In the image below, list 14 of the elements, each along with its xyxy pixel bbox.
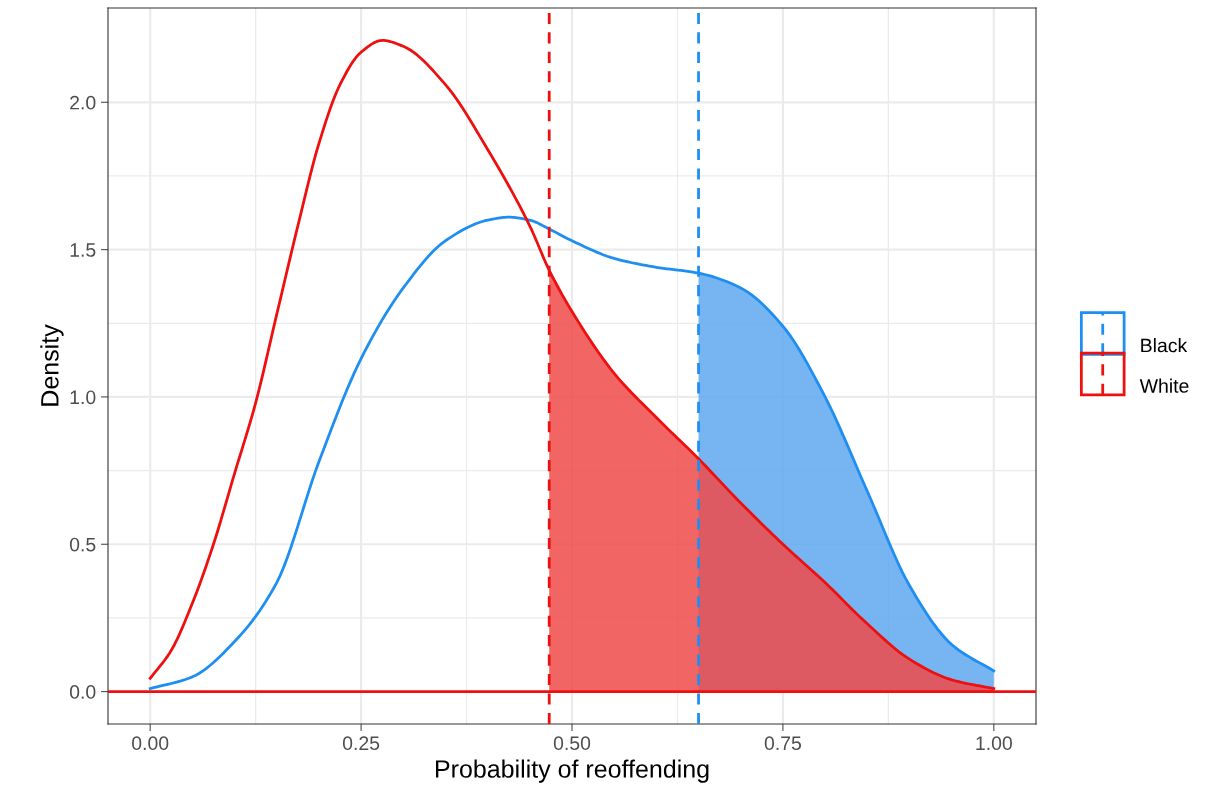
x-tick-label: 0.00 <box>132 736 169 751</box>
x-tick-label: 0.25 <box>342 736 380 751</box>
y-tick-label: 2.0 <box>70 95 96 110</box>
x-axis-title: Probability of reoffending <box>436 759 709 783</box>
x-tick-label: 1.00 <box>976 736 1012 751</box>
legend-label: Black <box>1141 338 1188 353</box>
x-tick-label: 0.75 <box>764 736 802 751</box>
x-tick-label: 0.50 <box>553 736 591 751</box>
y-tick-label: 0.0 <box>69 685 96 699</box>
legend-label: White <box>1139 378 1189 393</box>
y-tick-label: 0.5 <box>69 537 96 552</box>
y-tick-label: 1.5 <box>70 243 96 257</box>
y-axis-title: Density <box>40 324 64 406</box>
y-tick-label: 1.0 <box>70 390 96 405</box>
